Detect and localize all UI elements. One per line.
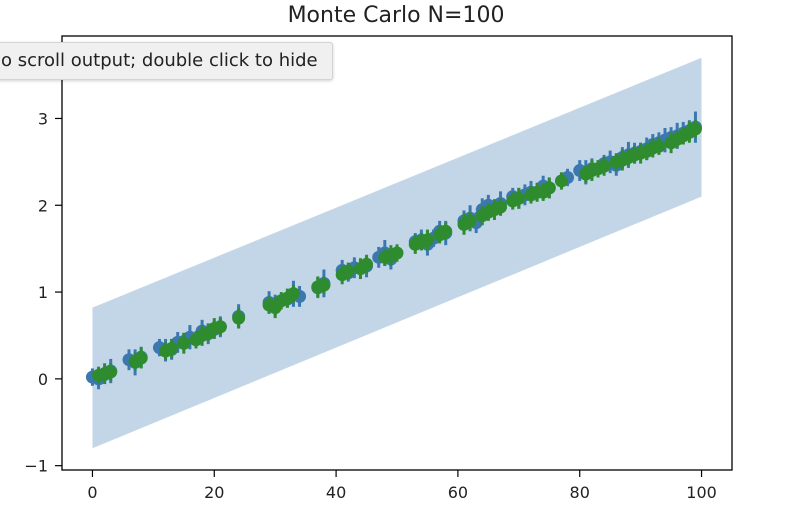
data-point — [463, 214, 477, 228]
data-point — [213, 320, 227, 334]
y-axis: −1 0 1 2 3 — [24, 109, 62, 476]
y-tick-label: 1 — [38, 283, 48, 302]
data-point — [286, 287, 300, 301]
tooltip-text: o scroll output; double click to hide — [1, 50, 318, 71]
data-point — [554, 174, 568, 188]
y-tick-label: 0 — [38, 370, 48, 389]
x-tick-label: 80 — [570, 483, 590, 502]
plot-frame — [61, 35, 733, 471]
data-point — [104, 365, 118, 379]
data-point — [439, 224, 453, 238]
data-point — [134, 351, 148, 365]
data-point — [652, 139, 666, 153]
data-point — [494, 200, 508, 214]
data-point — [360, 257, 374, 271]
data-point — [688, 122, 702, 136]
x-tick-label: 20 — [204, 483, 224, 502]
x-axis: 0 20 40 60 80 100 — [87, 470, 717, 502]
y-tick-label: −1 — [24, 457, 48, 476]
data-point — [232, 311, 246, 325]
y-tick-label: 2 — [38, 196, 48, 215]
series-2 — [92, 120, 702, 385]
x-tick-label: 40 — [326, 483, 346, 502]
data-point — [542, 181, 556, 195]
data-point — [177, 336, 191, 350]
x-tick-label: 60 — [448, 483, 468, 502]
x-tick-label: 100 — [686, 483, 717, 502]
data-point — [317, 278, 331, 292]
x-tick-label: 0 — [87, 483, 97, 502]
data-point — [597, 159, 611, 173]
chart-title: Monte Carlo N=100 — [288, 3, 505, 28]
output-scroll-tooltip[interactable]: o scroll output; double click to hide — [0, 42, 333, 80]
data-point — [341, 264, 355, 278]
series-layer — [85, 111, 702, 390]
data-point — [390, 246, 404, 260]
data-point — [420, 233, 434, 247]
y-tick-label: 3 — [38, 109, 48, 128]
data-point — [165, 341, 179, 355]
data-point — [512, 191, 526, 205]
